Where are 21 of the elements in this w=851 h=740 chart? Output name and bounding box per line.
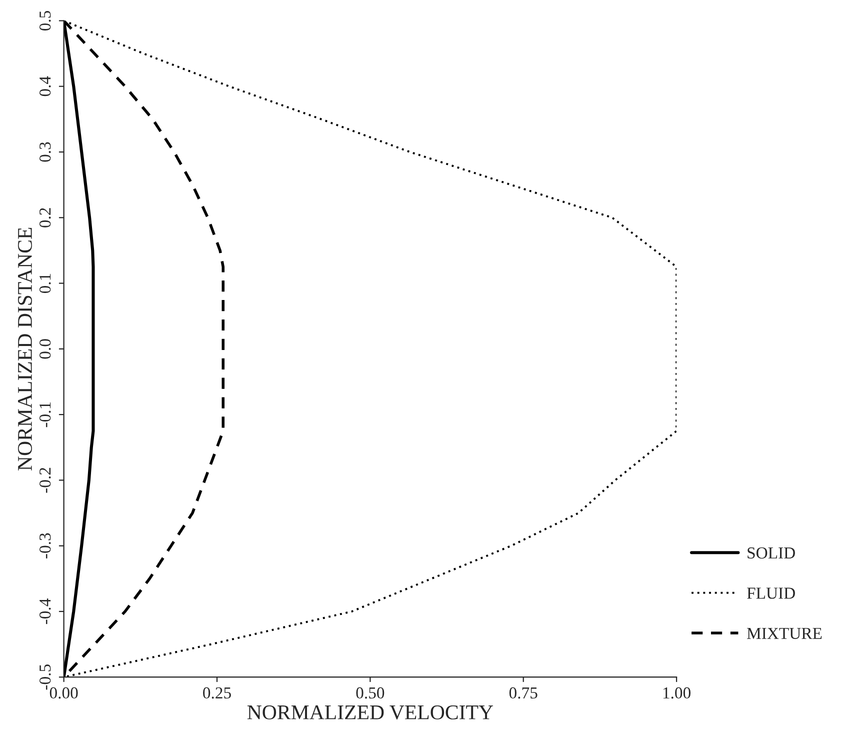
legend-label: FLUID	[747, 588, 795, 599]
y-tick-label: -0.1	[39, 402, 51, 428]
x-tick-label: 0.75	[509, 687, 538, 699]
x-axis-title: NORMALIZED VELOCITY	[247, 705, 494, 720]
y-tick-label: -0.4	[39, 598, 51, 624]
x-tick-label: 0.50	[356, 687, 384, 699]
y-tick-label: 0.1	[39, 274, 51, 294]
y-tick-label: 0.3	[39, 142, 51, 162]
x-tick-label: 1.00	[663, 687, 690, 699]
y-tick-label: 0.5	[39, 10, 51, 30]
y-tick-label: -0.5	[39, 664, 51, 690]
legend-label: MIXTURE	[747, 628, 822, 640]
y-axis-title: NORMALIZED DISTANCE	[18, 228, 32, 470]
x-tick-label: 0.00	[50, 687, 78, 699]
y-tick-label: 0.0	[39, 339, 51, 359]
y-tick-label: 0.2	[39, 208, 51, 228]
x-tick-label: 0.25	[203, 687, 231, 699]
y-tick-label: 0.4	[39, 76, 51, 96]
legend-label: SOLID	[748, 547, 795, 559]
y-tick-label: -0.3	[39, 533, 51, 558]
y-tick-label: -0.2	[39, 468, 51, 493]
